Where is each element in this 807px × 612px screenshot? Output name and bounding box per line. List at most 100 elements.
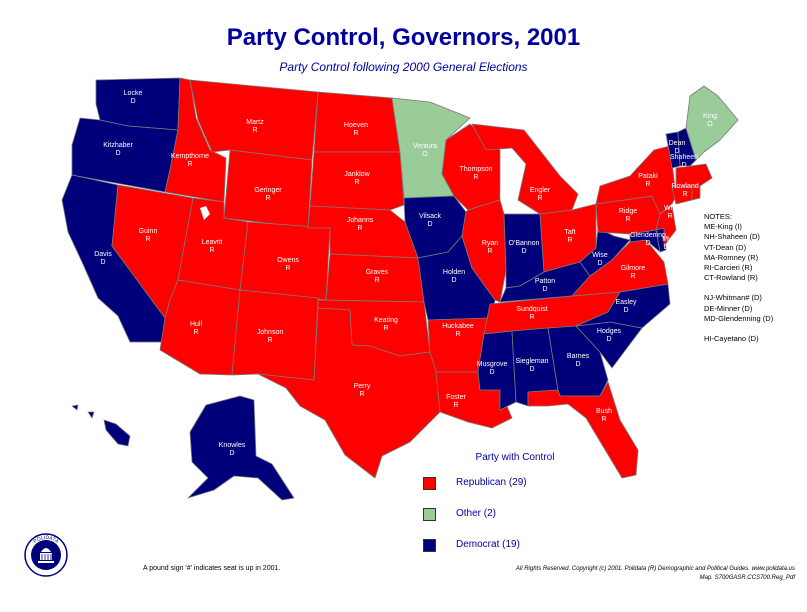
governor-name-va: Gilmore [621, 265, 646, 272]
governor-party-ny: R [645, 181, 650, 188]
governor-name-ms: Musgrove [477, 361, 508, 368]
democrat-swatch [423, 539, 436, 552]
governor-name-sc: Hodges [597, 328, 622, 335]
state-ny [595, 145, 677, 215]
state-il [461, 199, 507, 303]
seal-text: POLIDATA [33, 535, 60, 545]
governor-party-co: R [285, 265, 290, 272]
governor-name-pa: Ridge [619, 208, 637, 215]
governor-party-id: R [187, 161, 192, 168]
governor-name-wi: Thompson [459, 166, 492, 173]
governor-party-fl: R [601, 416, 606, 423]
governor-name-nv: Guinn [139, 228, 158, 235]
governor-name-ar: Huckabee [442, 323, 474, 330]
governor-party-va: R [630, 273, 635, 280]
governor-party-al: D [529, 366, 534, 373]
governor-name-tn: Sundquist [516, 306, 547, 313]
governor-party-ky: D [542, 286, 547, 293]
state-nc [575, 283, 671, 329]
state-sd [309, 151, 405, 211]
governor-name-ca: Davis [94, 251, 112, 258]
governor-name-de: Mi [662, 236, 670, 243]
governor-name-id: Kempthorne [171, 153, 209, 160]
notes-panel: NOTES: ME-King (I) NH-Shaheen (D) VT-Dean (… [704, 212, 773, 344]
legend-label-other: Other (2) [456, 508, 497, 519]
governor-party-ca: D [100, 259, 105, 266]
governor-name-wv: Wise [592, 252, 608, 259]
governor-party-mi: R [537, 195, 542, 202]
governor-name-sd: Janklow [344, 171, 370, 178]
governor-party-wv: D [597, 260, 602, 267]
note-line: HI-Cayetano (D) [704, 334, 759, 344]
state-va [571, 239, 669, 297]
notes-group-3: HI-Cayetano (D) [704, 334, 773, 344]
governor-name-mt: Martz [246, 119, 264, 126]
governor-name-nh: Shaheen [670, 154, 698, 161]
governor-party-me: O [707, 121, 713, 128]
note-line: CT-Rowland (R) [704, 273, 758, 283]
governor-name-la: Foster [446, 394, 467, 401]
note-line: NJ-Whitman# (D) [704, 293, 762, 303]
republican-swatch [423, 477, 436, 490]
governor-party-sd: R [354, 179, 359, 186]
governor-party-nc: D [623, 307, 628, 314]
state-fl [527, 381, 639, 479]
governor-name-nm: Johnson [257, 329, 284, 336]
governor-name-ma: Rowland [671, 183, 698, 190]
note-line: DE-Minner (D) [704, 303, 753, 313]
state-id [164, 77, 227, 203]
governor-party-nj: R [667, 213, 672, 220]
governor-name-nd: Hoeven [344, 122, 368, 129]
state-nj [655, 205, 677, 247]
governor-party-tx: R [359, 391, 364, 398]
governor-labels: LockeDKitzhaberDDavisDKempthorneRGuinnRM… [94, 90, 717, 457]
great-salt-lake [200, 206, 210, 220]
copyright-line: All Rights Reserved. Copyright (c) 2001.… [515, 566, 795, 572]
governor-name-wy: Geringer [254, 187, 282, 194]
governor-name-az: Hull [190, 321, 203, 328]
state-wv [579, 227, 631, 277]
governor-name-oh: Taft [564, 229, 575, 236]
governor-party-ar: R [455, 331, 460, 338]
governor-name-ks: Graves [366, 269, 389, 276]
governor-name-ak: Knowles [219, 442, 246, 449]
governor-party-or: D [115, 150, 120, 157]
governor-name-mo: Holden [443, 269, 465, 276]
governor-name-md: Glendening [630, 232, 666, 239]
state-hi [71, 404, 131, 447]
governor-name-ut: Leavitt [202, 239, 223, 246]
note-line: NOTES: [704, 212, 732, 221]
governor-name-mn: Ventura [413, 143, 437, 150]
state-md [629, 229, 661, 253]
governor-party-oh: R [567, 237, 572, 244]
lake-michigan [500, 158, 514, 210]
other-swatch [423, 508, 436, 521]
governor-party-ms: D [489, 369, 494, 376]
governor-party-md: D [645, 240, 650, 247]
governor-party-nv: R [145, 236, 150, 243]
legend-label-republican: Republican (29) [456, 477, 527, 488]
governor-name-nj: Whi [664, 205, 677, 212]
governor-party-ne: R [357, 225, 362, 232]
governor-name-ia: Vilsack [419, 213, 442, 220]
governor-party-mt: R [252, 127, 257, 134]
governor-party-tn: R [529, 314, 534, 321]
governor-name-in: O'Bannon [509, 240, 540, 247]
governor-name-co: Owens [277, 257, 299, 264]
note-line: MD-Glendenning (D) [704, 313, 774, 323]
governor-name-ny: Pataki [638, 173, 658, 180]
polidata-seal-icon: POLIDATA [24, 533, 68, 577]
note-line: VT-Dean (D) [704, 242, 747, 252]
governor-name-fl: Bush [596, 408, 612, 415]
governor-name-ne: Johanns [347, 217, 374, 224]
legend-label-democrat: Democrat (19) [456, 539, 520, 550]
notes-group-2: NJ-Whitman# (D) DE-Minner (D) MD-Glendenni… [704, 293, 773, 324]
map-code: Map. S700GASR.CCS700.Reg_Pdf [699, 575, 795, 581]
governor-name-wa: Locke [124, 90, 143, 97]
state-nh [677, 127, 697, 167]
state-me [685, 85, 739, 161]
state-ri [691, 185, 701, 201]
governor-party-il: R [487, 248, 492, 255]
governor-name-tx: Perry [354, 383, 371, 390]
